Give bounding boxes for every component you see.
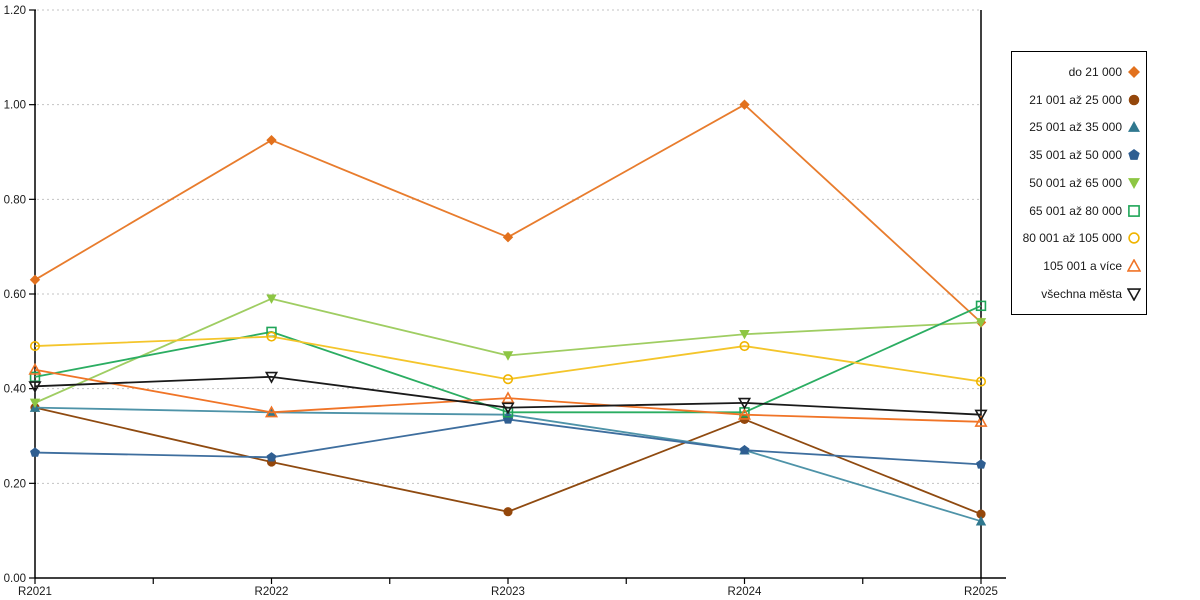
legend-label: 35 001 až 50 000 (1029, 148, 1122, 163)
y-tick-label: 0.80 (4, 194, 26, 206)
diamond-icon (502, 232, 514, 243)
series-v-echna-m-sta (28, 371, 988, 422)
filled-triangle-down-icon (29, 398, 41, 409)
diamond-icon (266, 134, 277, 146)
open-triangle-down-icon (264, 371, 279, 384)
legend-label: 21 001 až 25 000 (1029, 92, 1122, 107)
x-tick-label: R2023 (491, 586, 525, 598)
x-axis: R2021 R2022 R2023 R2024 R2025 (18, 578, 998, 598)
legend-label: 80 001 až 105 000 (1022, 231, 1122, 246)
open-circle-icon (739, 341, 750, 352)
x-tick-label: R2024 (728, 586, 762, 598)
series-35-001-a-50-000 (30, 414, 986, 469)
legend-label: všechna města (1041, 287, 1122, 301)
filled-circle-icon (503, 507, 513, 517)
open-triangle-down-icon (28, 381, 42, 394)
legend-label: 25 001 až 35 000 (1029, 120, 1122, 135)
legend-item-105-001-a-v-ce: 105 001 a více (1012, 259, 1146, 273)
open-triangle-up-icon (737, 407, 752, 420)
diamond-icon (739, 99, 750, 110)
filled-triangle-down-icon (502, 351, 514, 361)
pentagon-icon (266, 452, 277, 462)
filled-triangle-down-icon (739, 329, 750, 340)
filled-triangle-up-icon (975, 516, 987, 526)
series-80-001-a-105-000 (29, 331, 987, 387)
filled-circle-icon (976, 509, 986, 519)
open-triangle-up-icon (28, 362, 42, 375)
legend-item-25-001-a-35-000: 25 001 až 35 000 (1012, 120, 1146, 134)
open-square-icon (975, 300, 987, 312)
filled-triangle-down-icon (1128, 178, 1140, 189)
pentagon-icon (739, 445, 750, 455)
filled-triangle-down-icon (975, 318, 987, 328)
legend-item-80-001-a-105-000: 80 001 až 105 000 (1012, 231, 1146, 245)
pentagon-icon (976, 459, 986, 469)
open-triangle-down-icon (501, 402, 515, 415)
filled-circle-icon (1128, 94, 1140, 105)
legend-item-21-001-a-25-000: 21 001 až 25 000 (1012, 93, 1146, 107)
open-circle-icon (1128, 232, 1140, 245)
legend: do 21 000 21 001 až 25 000 25 001 až 35 00… (1011, 51, 1147, 315)
open-triangle-down-icon (737, 397, 752, 410)
series-line (34, 297, 982, 404)
legend-item-35-001-a-50-000: 35 001 až 50 000 (1012, 148, 1146, 162)
diamond-icon (1128, 65, 1140, 78)
series-line (34, 368, 982, 423)
filled-triangle-down-icon (266, 294, 277, 304)
legend-item-v-echna-m-sta: všechna města (1012, 287, 1146, 301)
legend-item-do-21-000: do 21 000 (1012, 65, 1146, 79)
series-line (34, 335, 982, 383)
open-triangle-up-icon (264, 405, 279, 418)
series-line (34, 375, 982, 416)
y-tick-label: 0.40 (4, 384, 26, 396)
series-line (34, 406, 982, 523)
legend-label: 65 001 až 80 000 (1029, 203, 1122, 218)
axes (34, 10, 1006, 579)
x-tick-label: R2025 (964, 586, 998, 598)
open-triangle-up-icon (1127, 259, 1141, 272)
legend-label: 50 001 až 65 000 (1029, 175, 1122, 190)
x-tick-label: R2021 (18, 586, 52, 598)
pentagon-icon (1128, 149, 1140, 161)
series-do-21-000 (29, 99, 987, 328)
open-circle-icon (266, 331, 277, 342)
legend-label: 105 001 a více (1043, 259, 1122, 274)
diamond-icon (29, 274, 41, 285)
series-105-001-a-v-ce (28, 362, 988, 427)
open-triangle-down-icon (974, 409, 988, 422)
open-triangle-up-icon (974, 414, 988, 427)
y-tick-label: 1.00 (4, 100, 26, 112)
gridlines (37, 9, 979, 484)
open-triangle-up-icon (501, 391, 515, 404)
y-tick-label: 0.00 (4, 573, 26, 585)
pentagon-icon (30, 447, 40, 457)
y-axis: 0.00 0.20 0.40 0.60 0.80 1.00 1.20 (4, 5, 36, 585)
x-tick-label: R2022 (255, 586, 289, 598)
y-tick-label: 0.60 (4, 289, 26, 301)
y-tick-label: 0.20 (4, 478, 26, 490)
open-circle-icon (502, 374, 514, 385)
series-50-001-a-65-000 (29, 294, 987, 409)
series-line (34, 103, 982, 324)
legend-item-65-001-a-80-000: 65 001 až 80 000 (1012, 204, 1146, 218)
legend-label: do 21 000 (1068, 64, 1122, 79)
open-circle-icon (29, 341, 41, 352)
open-square-icon (1128, 204, 1140, 217)
open-circle-icon (975, 376, 987, 387)
y-tick-label: 1.20 (4, 5, 26, 17)
filled-triangle-up-icon (1128, 121, 1140, 133)
legend-item-50-001-a-65-000: 50 001 až 65 000 (1012, 176, 1146, 190)
open-triangle-down-icon (1127, 288, 1141, 301)
